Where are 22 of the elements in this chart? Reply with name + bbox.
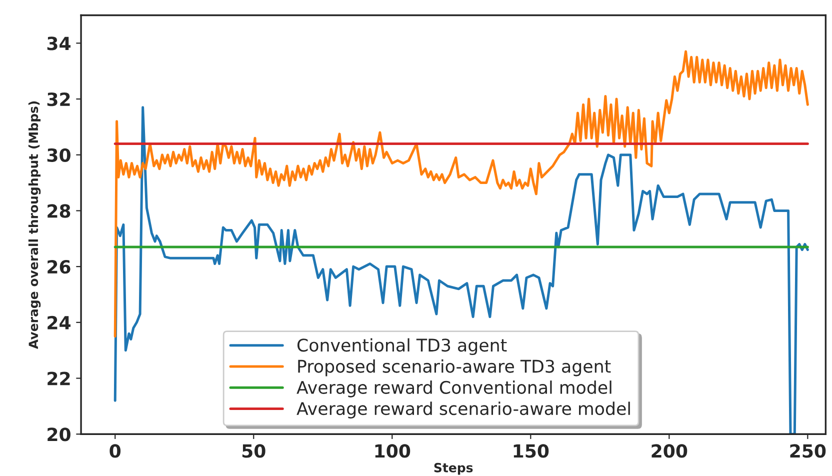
legend-label: Average reward Conventional model [296,380,612,398]
x-axis-title: Steps [434,462,473,475]
y-tick-label: 26 [48,260,70,274]
x-tick-label: 250 [790,444,826,458]
y-axis-title: Average overall throughput (Mbps) [28,101,41,349]
line-series [114,50,809,338]
y-tick-label: 22 [48,372,70,386]
x-tick-label: 50 [242,444,266,458]
line-series [114,106,809,434]
y-tick-label: 24 [48,316,70,330]
legend-label: Average reward scenario-aware model [296,402,630,418]
y-tick-label: 34 [47,36,70,50]
y-tick-label: 32 [47,92,70,106]
y-tick-label: 20 [48,428,70,442]
legend-label: Conventional TD3 agent [297,338,507,356]
legend-label: Proposed scenario-aware TD3 agent [298,359,611,376]
x-tick-label: 150 [514,444,549,458]
x-tick-label: 100 [375,444,410,458]
x-tick-label: 200 [652,444,688,458]
x-tick-label: 0 [110,444,121,458]
y-tick-label: 30 [47,148,70,162]
y-tick-label: 28 [48,204,70,218]
